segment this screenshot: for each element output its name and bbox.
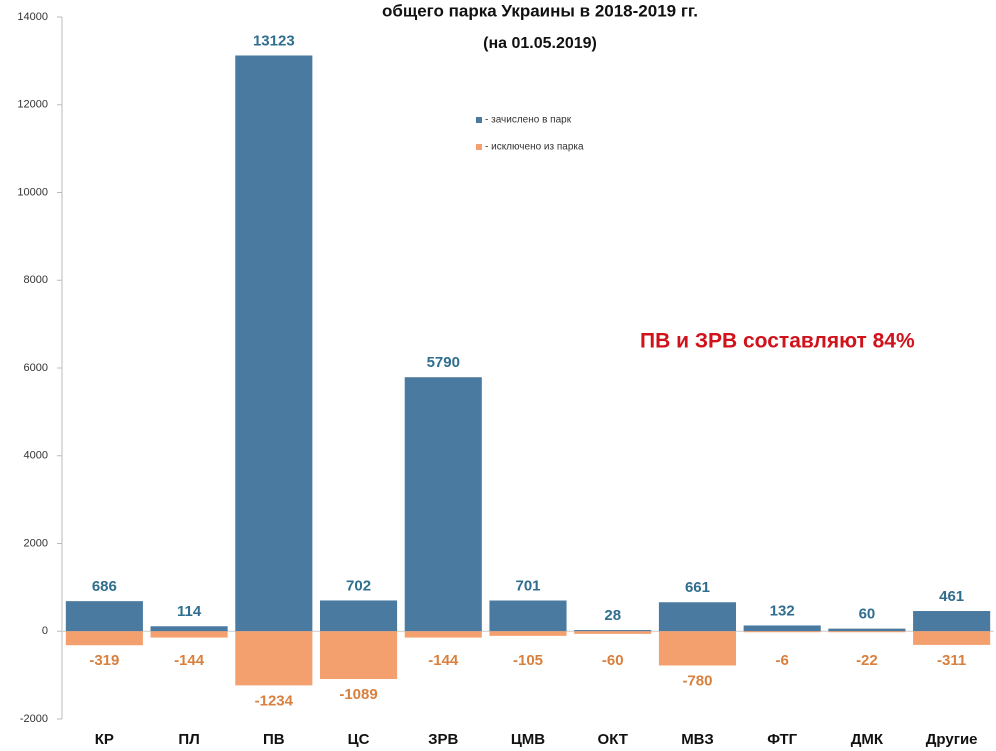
data-label: -311 <box>937 652 966 669</box>
bar <box>574 631 652 634</box>
bar <box>658 602 737 632</box>
bar <box>65 601 143 632</box>
x-tick-label: ЦС <box>348 731 370 748</box>
data-label: 702 <box>346 577 371 594</box>
y-tick-label: -2000 <box>20 713 48 725</box>
data-label: -22 <box>856 652 878 669</box>
bar <box>913 611 991 632</box>
x-tick-label: ДМК <box>851 731 884 748</box>
bar <box>235 55 313 632</box>
bar <box>913 631 991 645</box>
y-tick-label: 0 <box>42 625 48 637</box>
bar <box>489 631 567 636</box>
y-tick-label: 6000 <box>24 362 48 374</box>
data-label: -6 <box>776 652 789 669</box>
bar <box>319 631 398 680</box>
data-label: 60 <box>859 606 876 623</box>
chart-title: общего парка Украины в 2018-2019 гг. <box>382 1 698 20</box>
data-label: -144 <box>174 652 205 669</box>
bar <box>404 631 482 638</box>
data-label: -105 <box>513 652 543 669</box>
y-tick-label: 2000 <box>24 537 48 549</box>
bar <box>65 631 143 646</box>
data-label: -780 <box>682 672 712 689</box>
x-tick-label: Другие <box>926 731 978 748</box>
y-tick-label: 8000 <box>24 274 48 286</box>
legend-swatch <box>476 117 482 123</box>
legend-label: - исключено из парка <box>485 142 584 153</box>
x-tick-label: МВЗ <box>681 731 714 748</box>
bar <box>658 631 737 666</box>
bar <box>150 626 228 632</box>
chart-subtitle: (на 01.05.2019) <box>483 35 597 52</box>
x-tick-label: ОКТ <box>598 731 628 748</box>
x-tick-label: ФТГ <box>767 731 797 748</box>
legend-label: - зачислено в парк <box>485 115 572 126</box>
data-label: 114 <box>177 603 202 620</box>
bar <box>743 625 821 632</box>
data-label: -319 <box>89 652 119 669</box>
bar <box>828 631 906 633</box>
data-label: -1234 <box>255 692 294 709</box>
data-label: -60 <box>602 652 624 669</box>
bar <box>404 377 482 632</box>
bar <box>150 631 228 638</box>
y-tick-label: 10000 <box>17 186 48 198</box>
x-tick-label: КР <box>95 731 114 748</box>
x-tick-label: ПЛ <box>178 731 199 748</box>
x-tick-label: ЗРВ <box>428 731 458 748</box>
y-tick-label: 14000 <box>17 11 48 23</box>
data-label: 132 <box>770 602 795 619</box>
x-tick-label: ПВ <box>263 731 285 748</box>
data-label: 701 <box>515 577 540 594</box>
data-label: 686 <box>92 578 117 595</box>
data-label: -1089 <box>339 686 377 703</box>
data-label: 13123 <box>253 32 295 49</box>
bar <box>828 628 906 632</box>
bar <box>235 631 313 686</box>
y-tick-label: 4000 <box>24 450 48 462</box>
data-label: 5790 <box>427 354 460 371</box>
legend-swatch <box>476 144 482 150</box>
bar <box>743 631 821 633</box>
data-label: 661 <box>685 579 710 596</box>
data-label: 461 <box>939 588 964 605</box>
bar <box>319 600 398 632</box>
y-tick-label: 12000 <box>17 99 48 111</box>
x-tick-label: ЦМВ <box>511 731 545 748</box>
bar <box>574 630 652 632</box>
bar <box>489 600 567 632</box>
annotation: ПВ и ЗРВ составляют 84% <box>640 330 915 353</box>
data-label: 28 <box>604 607 621 624</box>
data-label: -144 <box>428 652 459 669</box>
